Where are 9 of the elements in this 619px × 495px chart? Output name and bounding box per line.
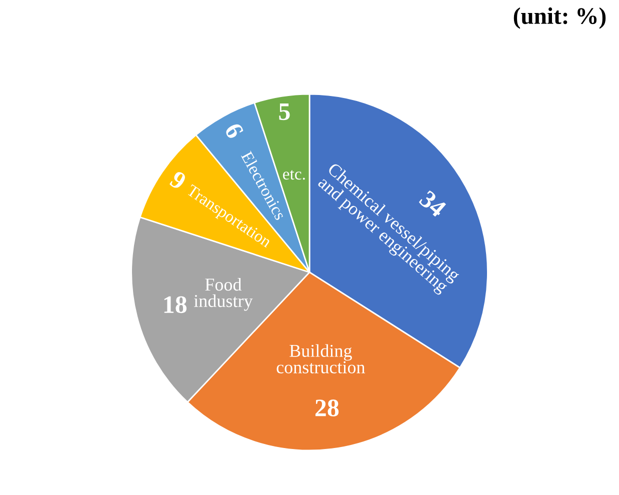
data-label: 9: [168, 170, 188, 190]
data-label: 28: [315, 400, 339, 416]
data-label: 5: [279, 103, 290, 120]
data-label: 18: [164, 296, 187, 314]
text: (unit: %): [514, 7, 606, 29]
slice-label: Building construction: [276, 344, 366, 374]
data-label: 6: [224, 122, 244, 140]
slice-label: Food industry: [194, 278, 253, 311]
slice-label: etc.: [283, 170, 305, 180]
